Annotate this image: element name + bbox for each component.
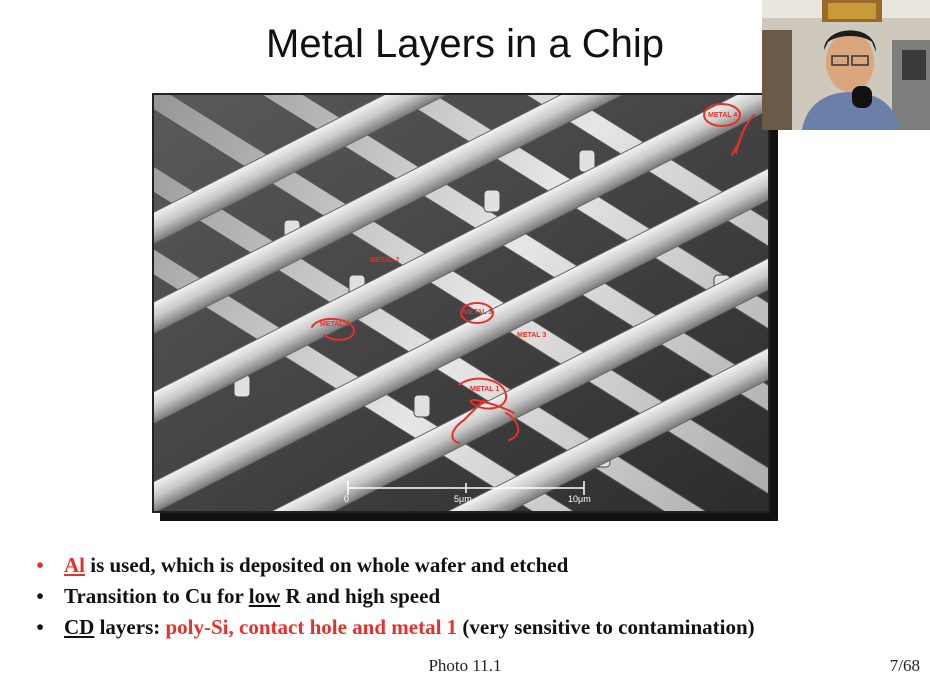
al-text: is used, which is deposited on whole waf… [85, 553, 569, 577]
photo-caption: Photo 11.1 [428, 656, 502, 675]
scale-bar [347, 481, 585, 495]
bullet-al: • Al is used, which is deposited on whol… [30, 550, 920, 581]
scale-zero: 0 [344, 494, 349, 504]
bullet-cu: • Transition to Cu for low R and high sp… [30, 581, 920, 612]
label-metal-3-right: METAL 3 [517, 332, 546, 339]
upper-wires [154, 95, 768, 511]
bullet-dot: • [36, 584, 44, 608]
label-metal-2-left: METAL 2 [320, 321, 349, 328]
al-term: Al [64, 553, 85, 577]
scale-mid: 5μm [454, 494, 472, 504]
cd-text-mid: layers: [94, 615, 166, 639]
cu-text-post: R and high speed [280, 584, 441, 608]
label-metal-3-center: METAL 3 [463, 309, 492, 316]
label-metal-2-top: METAL 2 [370, 257, 399, 264]
label-metal-1: METAL 1 [470, 386, 499, 393]
page-number: 7/68 [889, 656, 920, 675]
sem-photo: METAL 4 METAL 2 METAL 2 METAL 3 METAL 3 … [152, 93, 770, 513]
cu-text-pre: Transition to Cu for [64, 584, 249, 608]
bullet-cd: • CD layers: poly-Si, contact hole and m… [30, 612, 920, 643]
bullet-dot: • [36, 615, 44, 639]
bullet-list: • Al is used, which is deposited on whol… [30, 550, 920, 643]
bullet-dot: • [36, 553, 44, 577]
cd-red-text: poly-Si, contact hole and metal 1 [165, 615, 458, 639]
slide-title: Metal Layers in a Chip [266, 22, 664, 66]
scale-end: 10μm [568, 494, 591, 504]
cd-text-post: (very sensitive to contamination) [457, 615, 755, 639]
label-metal-4: METAL 4 [708, 112, 737, 119]
pen-annotations [311, 103, 755, 444]
presenter-webcam [762, 0, 930, 130]
low-term: low [248, 584, 281, 608]
cd-term: CD [64, 615, 95, 639]
